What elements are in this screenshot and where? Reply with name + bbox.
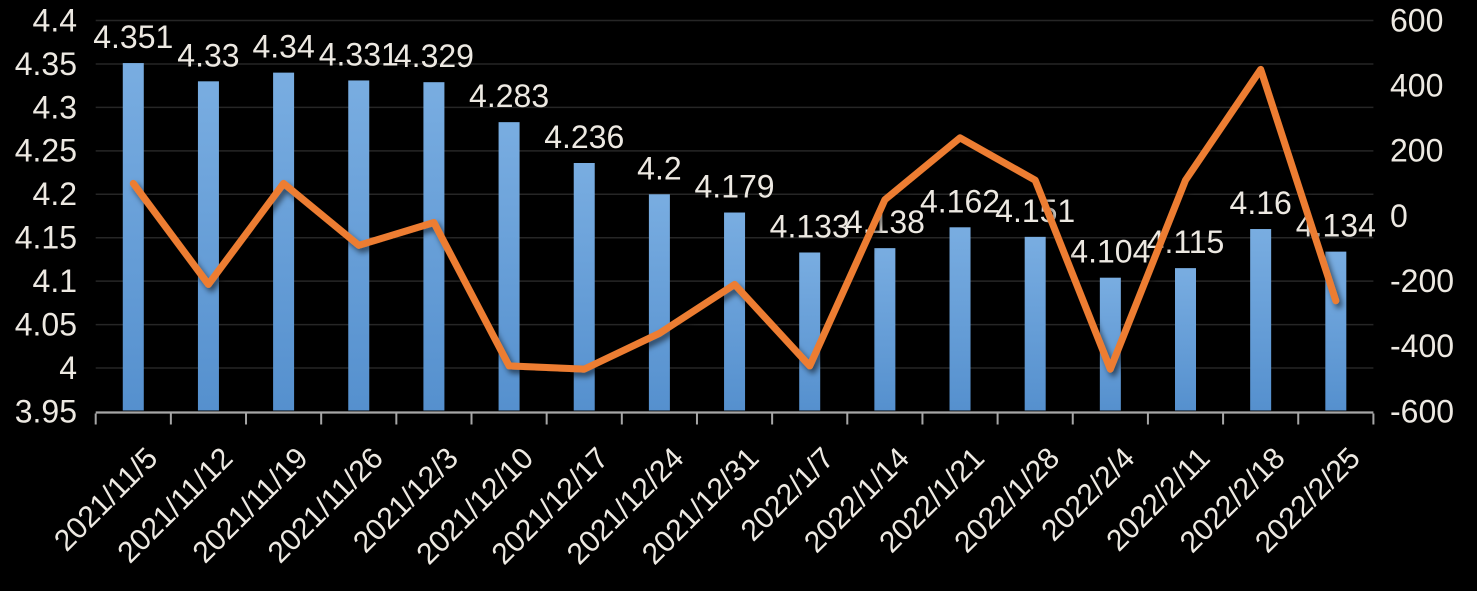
left-axis-tick-label: 4.05: [15, 306, 77, 342]
line-series: [129, 65, 1340, 373]
bar: [724, 212, 746, 411]
bar-value-label: 4.179: [695, 169, 775, 205]
x-axis-labels: 2021/11/52021/11/122021/11/192021/11/262…: [48, 442, 1367, 572]
bar-series: [122, 63, 1347, 411]
right-axis-tick-label: -200: [1390, 263, 1454, 299]
bar-value-label: 4.16: [1230, 185, 1292, 221]
bar: [1250, 229, 1272, 411]
bar: [1024, 236, 1046, 411]
right-axis-tick-label: 400: [1390, 68, 1443, 104]
left-axis-tick-label: 4.4: [33, 2, 77, 38]
bar: [874, 248, 896, 411]
left-axis-tick-label: 4.2: [33, 176, 77, 212]
bar-value-label: 4.138: [845, 204, 925, 240]
bar: [1175, 268, 1197, 411]
left-axis-tick-label: 4.25: [15, 133, 77, 169]
bar-value-label: 4.34: [252, 29, 314, 65]
bar-value-label: 4.33: [177, 37, 239, 73]
bar: [949, 227, 971, 411]
bar-value-label: 4.283: [469, 78, 549, 114]
bar: [1099, 277, 1121, 411]
bar-value-label: 4.331: [319, 36, 399, 72]
bar: [197, 81, 219, 411]
bar: [423, 82, 445, 411]
bar-value-label: 4.329: [394, 38, 474, 74]
bar-value-label: 4.236: [544, 119, 624, 155]
bar: [122, 63, 144, 411]
bar: [273, 72, 295, 411]
bar-value-label: 4.2: [637, 150, 681, 186]
x-axis: [94, 411, 1375, 425]
bar: [498, 122, 520, 411]
right-axis-tick-label: 200: [1390, 133, 1443, 169]
left-axis-tick-label: 4.3: [33, 89, 77, 125]
left-axis-tick-label: 4.35: [15, 46, 77, 82]
left-axis-tick-label: 4: [59, 350, 77, 386]
y-axis-left: 4.4 4.35 4.3 4.25 4.2 4.15 4.1 4.05 4 3.95: [15, 2, 77, 429]
right-axis-tick-label: -400: [1390, 328, 1454, 364]
right-axis-tick-label: 0: [1390, 198, 1408, 234]
bar: [648, 194, 670, 411]
bar: [573, 162, 595, 411]
left-axis-tick-label: 4.15: [15, 220, 77, 256]
y-axis-right: 600 400 200 0 -200 -400 -600: [1390, 2, 1454, 429]
bar-value-label: 4.133: [770, 208, 850, 244]
right-axis-tick-label: -600: [1390, 393, 1454, 429]
right-axis-tick-label: 600: [1390, 2, 1443, 38]
bar: [799, 252, 821, 411]
bar-value-label: 4.162: [920, 183, 1000, 219]
left-axis-tick-label: 3.95: [15, 393, 77, 429]
left-axis-tick-label: 4.1: [33, 263, 77, 299]
bar-value-label: 4.351: [93, 19, 173, 55]
bar-value-label: 4.151: [995, 193, 1075, 229]
bar-value-label: 4.104: [1070, 234, 1150, 270]
